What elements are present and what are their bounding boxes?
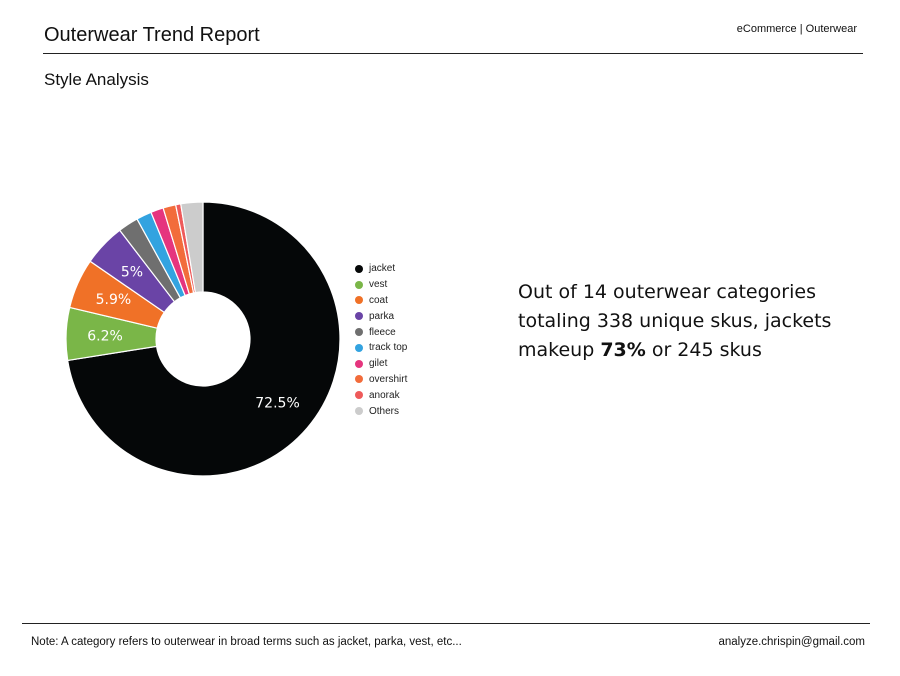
slice-label-jacket: 72.5%: [255, 396, 299, 412]
category-tag: eCommerce | Outerwear: [736, 23, 857, 35]
legend-swatch: [355, 280, 363, 289]
legend-label: fleece: [369, 326, 396, 338]
chart-legend: jacket vest coat parka fleece track top gilet o…: [355, 261, 407, 419]
legend-item: coat: [355, 293, 407, 309]
legend-label: jacket: [369, 263, 396, 275]
legend-swatch: [355, 264, 363, 273]
legend-label: overshirt: [369, 373, 408, 385]
slice-label-coat: 5.9%: [96, 292, 132, 308]
legend-label: coat: [369, 294, 388, 306]
report-title: Outerwear Trend Report: [44, 24, 260, 46]
slice-label-parka: 5%: [121, 264, 143, 280]
footer-divider: [22, 623, 870, 624]
summary-text: Out of 14 outerwear categories totaling …: [518, 278, 868, 365]
section-subtitle: Style Analysis: [44, 70, 149, 89]
legend-swatch: [355, 296, 363, 305]
slice-jacket: [66, 201, 341, 477]
donut-slice-labels: 72.5% 6.2% 5.9% 5%: [87, 264, 299, 411]
legend-item: vest: [355, 277, 407, 293]
legend-item: anorak: [355, 387, 407, 403]
legend-swatch: [355, 391, 363, 400]
slice-others: [180, 201, 204, 294]
legend-label: parka: [369, 310, 395, 322]
legend-label: vest: [369, 279, 388, 291]
header-divider: [43, 53, 863, 54]
legend-swatch: [355, 343, 363, 352]
summary-part-2: or 245 skus: [645, 339, 762, 361]
legend-item: gilet: [355, 356, 407, 372]
summary-highlight: 73%: [600, 339, 646, 361]
legend-swatch: [355, 359, 363, 368]
summary-part-1: Out of 14 outerwear categories totaling …: [518, 281, 832, 361]
legend-label: track top: [369, 342, 408, 354]
legend-item: track top: [355, 340, 407, 356]
legend-item: parka: [355, 308, 407, 324]
slice-label-vest: 6.2%: [87, 328, 123, 344]
footer-note: Note: A category refers to outerwear in …: [31, 636, 462, 648]
legend-swatch: [355, 328, 363, 337]
legend-swatch: [355, 375, 363, 384]
legend-item: Others: [355, 403, 407, 419]
legend-item: overshirt: [355, 372, 407, 388]
legend-label: anorak: [369, 389, 400, 401]
legend-swatch: [355, 407, 363, 416]
legend-label: Others: [369, 405, 400, 417]
legend-label: gilet: [369, 358, 388, 370]
legend-swatch: [355, 312, 363, 321]
legend-item: fleece: [355, 324, 407, 340]
contact-email: analyze.chrispin@gmail.com: [718, 636, 865, 648]
legend-item: jacket: [355, 261, 407, 277]
donut-slices: [65, 201, 341, 477]
